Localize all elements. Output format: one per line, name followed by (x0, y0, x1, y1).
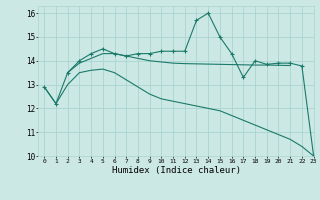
X-axis label: Humidex (Indice chaleur): Humidex (Indice chaleur) (111, 166, 241, 175)
